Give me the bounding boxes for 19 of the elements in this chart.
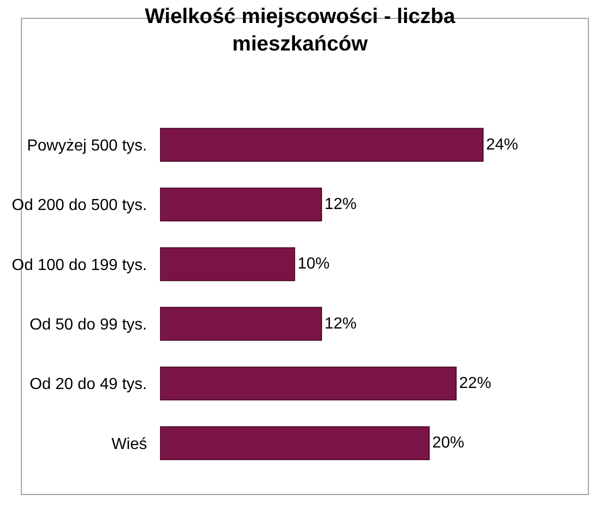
data-label: 22% — [459, 375, 492, 392]
bar — [160, 426, 430, 460]
chart-title: Wielkość miejscowości - liczba mieszkańców — [144, 5, 456, 56]
bar — [160, 188, 322, 222]
bar — [160, 247, 296, 282]
data-label: 12% — [324, 315, 357, 332]
y-tick-label: Powyżej 500 tys. — [26, 137, 147, 154]
bar — [160, 306, 322, 341]
bar — [160, 128, 484, 162]
data-label: 10% — [298, 256, 330, 273]
y-tick-label: Od 20 do 49 tys. — [30, 376, 147, 394]
y-tick-label: Od 50 do 99 tys. — [30, 316, 147, 334]
y-tick-label: Od 100 do 199 tys. — [12, 256, 147, 274]
data-label: 20% — [432, 434, 464, 452]
data-label: 12% — [324, 196, 357, 213]
data-label: 24% — [486, 136, 518, 154]
bar — [160, 366, 457, 400]
y-tick-label: Wieś — [111, 436, 147, 453]
y-tick-label: Od 200 do 500 tys. — [12, 197, 147, 214]
